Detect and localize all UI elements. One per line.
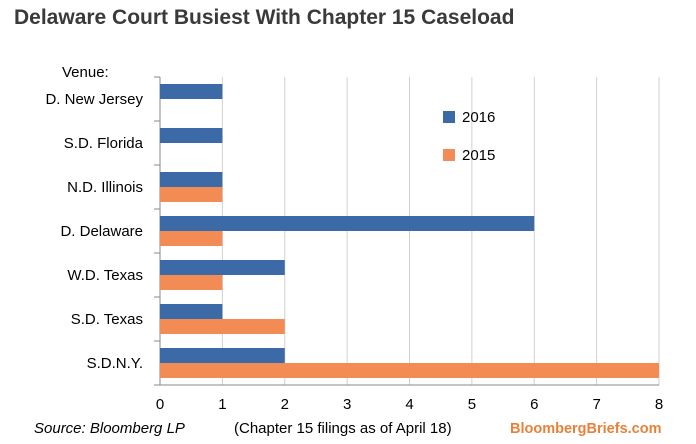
legend-label-2015: 2015	[462, 147, 495, 164]
x-tick-label: 7	[592, 396, 600, 413]
bar-2016-s-d-n-y	[160, 348, 285, 363]
y-axis-label: Venue:	[62, 64, 109, 81]
filings-note: (Chapter 15 filings as of April 18)	[234, 420, 452, 437]
category-label: S.D. Florida	[64, 135, 144, 152]
x-tick-label: 4	[405, 396, 413, 413]
category-label: S.D. Texas	[71, 311, 143, 328]
legend: 2016 2015	[443, 109, 495, 164]
bar-2016-s-d-texas	[160, 304, 223, 319]
bar-2016-d-delaware	[160, 216, 535, 231]
bar-2015-w-d-texas	[160, 275, 223, 290]
bar-2016-s-d-florida	[160, 128, 223, 143]
x-tick-label: 8	[655, 396, 663, 413]
x-tick-label: 0	[156, 396, 164, 413]
category-label: S.D.N.Y.	[87, 355, 143, 372]
bar-2015-s-d-n-y	[160, 363, 659, 378]
bars	[160, 84, 659, 378]
category-labels: D. New Jersey S.D. Florida N.D. Illinois D.…	[45, 76, 160, 386]
bar-2015-s-d-texas	[160, 319, 285, 334]
legend-swatch-2016	[443, 111, 455, 123]
category-label: D. New Jersey	[45, 91, 143, 108]
x-tick-label: 3	[343, 396, 351, 413]
category-label: N.D. Illinois	[67, 179, 143, 196]
legend-label-2016: 2016	[462, 109, 495, 126]
category-label: D. Delaware	[60, 223, 143, 240]
x-tick-label: 2	[281, 396, 289, 413]
source-note: Source: Bloomberg LP	[34, 420, 185, 437]
bar-2015-n-d-illinois	[160, 187, 223, 202]
x-tick-label: 6	[530, 396, 538, 413]
bar-2016-n-d-illinois	[160, 172, 223, 187]
bar-2015-d-delaware	[160, 231, 223, 246]
category-label: W.D. Texas	[67, 267, 143, 284]
bar-2016-w-d-texas	[160, 260, 285, 275]
x-tick-label: 5	[468, 396, 476, 413]
x-tick-labels: 0 1 2 3 4 5 6 7 8	[156, 396, 663, 413]
legend-swatch-2015	[443, 149, 455, 161]
x-tick-label: 1	[218, 396, 226, 413]
brand-link[interactable]: BloombergBriefs.com	[510, 421, 662, 437]
chart-title: Delaware Court Busiest With Chapter 15 C…	[14, 6, 515, 29]
bar-2016-d-new-jersey	[160, 84, 223, 99]
